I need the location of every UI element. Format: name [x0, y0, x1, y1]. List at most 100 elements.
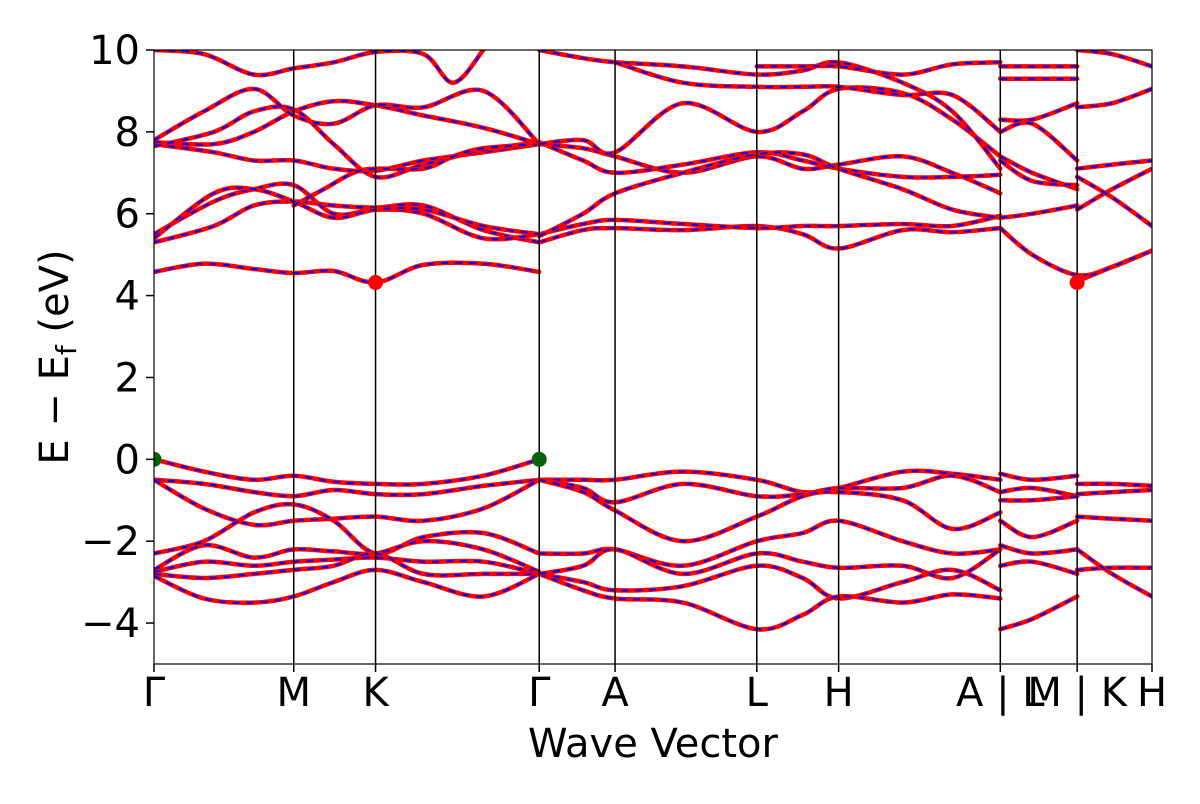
band-line-dash-48 — [1000, 472, 1078, 481]
y-tick-label-0: −4 — [81, 601, 140, 647]
x-tick-label-3: Γ — [528, 670, 551, 716]
band-line-30 — [1074, 158, 1152, 171]
band-line-dash-28 — [1076, 167, 1152, 211]
band-line-dash-57 — [1077, 515, 1152, 522]
band-line-dash-10 — [154, 105, 540, 179]
band-line-dash-15 — [538, 141, 1001, 179]
band-line-58 — [1074, 565, 1152, 573]
x-tick-label-9: H — [1137, 670, 1167, 716]
band-line-dash-4 — [1076, 249, 1152, 283]
x-tick-label-4: A — [601, 670, 629, 716]
band-line-55 — [1074, 481, 1152, 489]
band-line-45 — [536, 563, 1003, 601]
band-line-46 — [536, 571, 1003, 632]
band-line-23 — [998, 100, 1080, 124]
band-line-dash-20 — [756, 61, 1001, 76]
cbm-marker-3 — [1069, 275, 1085, 291]
band-line-dash-45 — [539, 564, 1001, 600]
extremum-markers — [154, 275, 1085, 467]
x-tick-label-8: M | K — [1027, 670, 1128, 716]
band-line-dash-52 — [1000, 544, 1078, 555]
band-line-50 — [998, 493, 1080, 503]
band-line-dash-6 — [154, 182, 540, 241]
band-line-dash-13 — [154, 50, 485, 84]
band-line-dash-12 — [154, 87, 540, 145]
y-tick-label-7: 10 — [89, 28, 140, 74]
band-line-dash-53 — [1000, 560, 1078, 575]
band-line-dash-54 — [999, 595, 1078, 631]
band-line-33 — [154, 457, 542, 487]
x-tick-label-5: L — [746, 670, 769, 716]
x-tick-label-0: Γ — [143, 670, 166, 716]
band-line-dash-42 — [539, 474, 1001, 504]
y-tick-label-2: 0 — [115, 437, 140, 483]
band-line-19 — [612, 60, 1003, 135]
band-line-dash-18 — [539, 50, 1002, 170]
band-line-dash-19 — [614, 61, 1001, 133]
band-line-dash-17 — [539, 86, 1001, 158]
x-tick-label-2: K — [362, 670, 390, 716]
band-line-dash-3 — [999, 227, 1152, 277]
vbm-marker-1 — [531, 451, 547, 467]
band-line-dash-55 — [1077, 482, 1152, 487]
y-tick-label-6: 8 — [115, 110, 140, 156]
band-line-53 — [998, 559, 1080, 577]
band-line-43 — [536, 477, 1003, 544]
k-point-dividers — [292, 50, 1078, 664]
band-line-dash-35 — [154, 478, 540, 527]
band-line-dash-2 — [538, 214, 1001, 236]
band-line-dash-23 — [1000, 102, 1078, 122]
band-line-44 — [536, 518, 1003, 569]
x-tick-label-6: H — [824, 670, 854, 716]
band-line-4 — [1074, 248, 1152, 284]
band-line-dash-37 — [154, 540, 540, 573]
band-line-49 — [998, 485, 1080, 499]
band-line-dash-9 — [154, 99, 540, 146]
band-line-dash-36 — [154, 503, 540, 555]
band-line-dash-49 — [1000, 486, 1078, 498]
y-axis-label-main: E − E — [32, 355, 78, 465]
y-axis: −4 −2 0 2 4 6 8 10 — [81, 28, 154, 647]
band-line-dash-50 — [1000, 495, 1078, 502]
band-line-dash-26 — [999, 159, 1078, 187]
y-axis-label: E − Ef (eV) — [32, 249, 83, 464]
band-line-dash-16 — [538, 151, 1001, 238]
band-line-dash-44 — [539, 519, 1001, 567]
band-line-48 — [998, 471, 1080, 483]
band-line-dash-8 — [154, 143, 540, 173]
band-line-3 — [998, 225, 1152, 278]
band-line-29 — [1074, 174, 1152, 229]
band-line-dash-40 — [154, 568, 540, 604]
band-line-27 — [998, 203, 1080, 221]
band-line-0 — [154, 260, 542, 285]
y-axis-label-unit: (eV) — [32, 249, 78, 345]
band-line-dash-41 — [539, 469, 1001, 494]
band-line-dash-34 — [154, 478, 540, 498]
plot-frame — [153, 49, 1153, 665]
x-tick-label-7: A | L — [956, 670, 1045, 716]
band-line-13 — [154, 50, 486, 85]
band-line-dash-58 — [1077, 566, 1152, 571]
band-line-dash-47 — [539, 548, 1001, 580]
band-line-56 — [1074, 487, 1152, 497]
x-tick-label-1: M — [276, 670, 311, 716]
band-line-dash-27 — [1000, 204, 1078, 219]
y-tick-label-3: 2 — [115, 355, 140, 401]
band-line-dash-46 — [538, 572, 1001, 631]
band-line-39 — [154, 551, 542, 581]
band-line-32 — [1074, 50, 1152, 69]
band-line-dash-7 — [154, 186, 540, 240]
band-line-12 — [154, 86, 542, 147]
band-line-52 — [998, 543, 1080, 556]
band-line-dash-24 — [999, 121, 1078, 162]
band-line-dash-33 — [154, 458, 540, 486]
band-line-57 — [1074, 514, 1152, 523]
y-tick-label-5: 6 — [115, 192, 140, 238]
band-line-31 — [1074, 86, 1152, 110]
cbm-marker-2 — [368, 275, 384, 291]
y-tick-label-4: 4 — [115, 274, 140, 320]
band-line-dash-51 — [999, 519, 1078, 539]
